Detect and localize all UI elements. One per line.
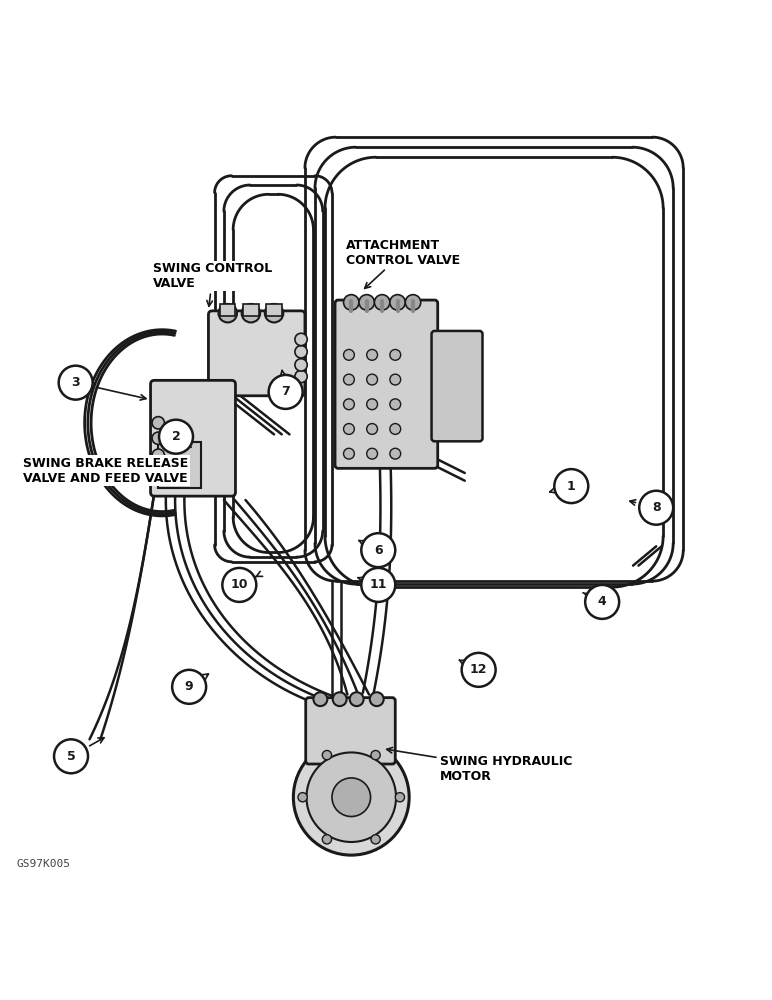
Circle shape (370, 692, 384, 706)
Circle shape (639, 491, 673, 525)
Circle shape (371, 835, 380, 844)
Circle shape (367, 424, 378, 434)
Circle shape (54, 739, 88, 773)
Text: 6: 6 (374, 544, 383, 557)
Text: SWING HYDRAULIC
MOTOR: SWING HYDRAULIC MOTOR (387, 747, 572, 783)
Circle shape (359, 295, 374, 310)
Text: GS97K005: GS97K005 (17, 859, 71, 869)
Circle shape (295, 333, 307, 346)
Circle shape (159, 420, 193, 454)
FancyBboxPatch shape (266, 304, 282, 316)
Circle shape (367, 448, 378, 459)
Text: 3: 3 (71, 376, 80, 389)
Circle shape (218, 304, 237, 322)
Circle shape (344, 349, 354, 360)
Circle shape (390, 448, 401, 459)
Circle shape (222, 568, 256, 602)
FancyBboxPatch shape (243, 304, 259, 316)
Circle shape (295, 346, 307, 358)
FancyBboxPatch shape (432, 331, 482, 441)
Circle shape (554, 469, 588, 503)
FancyBboxPatch shape (208, 311, 305, 396)
Circle shape (269, 375, 303, 409)
Circle shape (344, 399, 354, 410)
Circle shape (371, 750, 380, 760)
Text: 4: 4 (598, 595, 607, 608)
Circle shape (323, 750, 332, 760)
Text: 12: 12 (470, 663, 487, 676)
Circle shape (367, 374, 378, 385)
Circle shape (374, 295, 390, 310)
Circle shape (298, 793, 307, 802)
Circle shape (350, 692, 364, 706)
Circle shape (344, 295, 359, 310)
Circle shape (265, 304, 283, 322)
Circle shape (395, 793, 405, 802)
Text: 10: 10 (231, 578, 248, 591)
Text: 1: 1 (567, 480, 576, 493)
Text: 5: 5 (66, 750, 76, 763)
Text: ATTACHMENT
CONTROL VALVE: ATTACHMENT CONTROL VALVE (346, 239, 460, 288)
Text: 9: 9 (185, 680, 194, 693)
FancyBboxPatch shape (306, 698, 395, 764)
Circle shape (333, 692, 347, 706)
Circle shape (585, 585, 619, 619)
Circle shape (390, 399, 401, 410)
Circle shape (390, 374, 401, 385)
Text: SWING BRAKE RELEASE
VALVE AND FEED VALVE: SWING BRAKE RELEASE VALVE AND FEED VALVE (23, 457, 188, 485)
Circle shape (313, 692, 327, 706)
Circle shape (390, 349, 401, 360)
Circle shape (390, 424, 401, 434)
Circle shape (242, 304, 260, 322)
Text: 11: 11 (370, 578, 387, 591)
Circle shape (152, 449, 164, 461)
Text: 7: 7 (281, 385, 290, 398)
Text: SWING CONTROL
VALVE: SWING CONTROL VALVE (153, 262, 272, 306)
Circle shape (344, 448, 354, 459)
FancyBboxPatch shape (220, 304, 235, 316)
Circle shape (367, 399, 378, 410)
Circle shape (152, 467, 164, 479)
Circle shape (322, 835, 331, 844)
Circle shape (462, 653, 496, 687)
Circle shape (332, 778, 371, 817)
Text: 8: 8 (652, 501, 661, 514)
Circle shape (367, 349, 378, 360)
FancyBboxPatch shape (335, 300, 438, 468)
Circle shape (152, 417, 164, 429)
Circle shape (390, 295, 405, 310)
Circle shape (59, 366, 93, 400)
Circle shape (293, 739, 409, 855)
Circle shape (306, 752, 396, 842)
Circle shape (405, 295, 421, 310)
FancyBboxPatch shape (151, 380, 235, 496)
Circle shape (344, 424, 354, 434)
Circle shape (152, 432, 164, 444)
Circle shape (172, 670, 206, 704)
Circle shape (344, 374, 354, 385)
Circle shape (295, 359, 307, 371)
Circle shape (295, 370, 307, 383)
Circle shape (361, 568, 395, 602)
FancyBboxPatch shape (158, 442, 201, 488)
Circle shape (361, 533, 395, 567)
Text: 2: 2 (171, 430, 181, 443)
